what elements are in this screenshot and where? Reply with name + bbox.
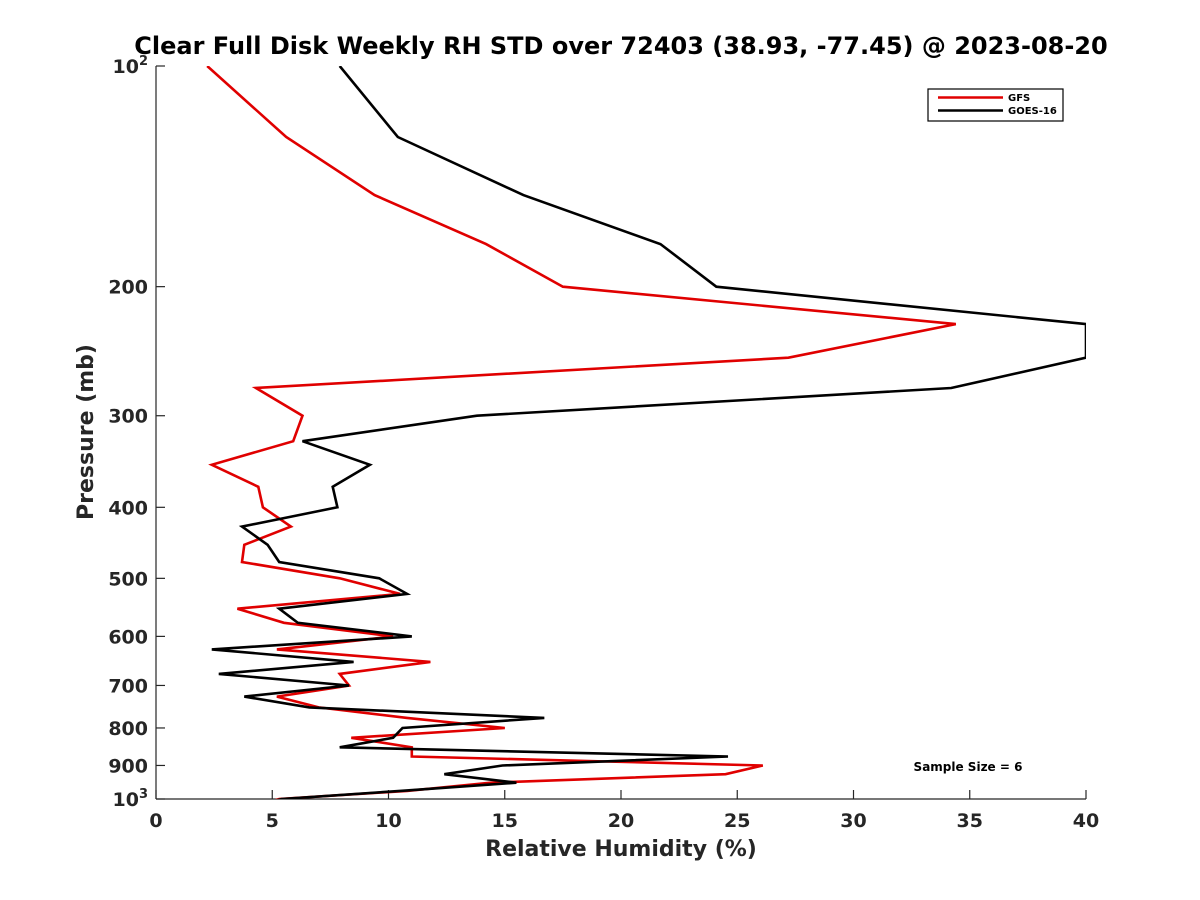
x-tick-label: 15	[492, 810, 518, 832]
x-tick-label: 35	[957, 810, 983, 832]
plot-area	[155, 66, 1086, 800]
chart-title: Clear Full Disk Weekly RH STD over 72403…	[134, 32, 1107, 60]
y-tick-base: 10	[113, 56, 139, 78]
series-layer	[206, 66, 1086, 799]
y-tick-label: 103	[113, 787, 149, 811]
legend-label-gfs: GFS	[1008, 93, 1030, 104]
x-tick-label: 25	[724, 810, 750, 832]
x-tick-label: 40	[1073, 810, 1099, 832]
series-line-goes16	[211, 66, 1086, 799]
y-tick-exponent: 3	[139, 787, 148, 802]
y-tick-base: 10	[113, 789, 139, 811]
plot-background	[156, 66, 1086, 799]
x-tick-label: 0	[149, 810, 162, 832]
y-tick-label: 300	[108, 406, 148, 428]
legend: GFS GOES-16	[927, 88, 1064, 122]
x-tick-label: 5	[266, 810, 279, 832]
x-tick-label: 20	[608, 810, 634, 832]
y-tick-label: 200	[108, 277, 148, 299]
x-axis-label: Relative Humidity (%)	[485, 837, 757, 862]
y-tick-label: 500	[108, 568, 148, 590]
y-tick-label: 800	[108, 718, 148, 740]
y-tick-label: 600	[108, 626, 148, 648]
y-tick-label: 102	[113, 54, 149, 78]
y-tick-exponent: 2	[139, 54, 148, 69]
legend-label-goes16: GOES-16	[1008, 106, 1057, 117]
legend-box	[927, 88, 1064, 122]
y-tick-label: 700	[108, 675, 148, 697]
sample-size-annotation: Sample Size = 6	[914, 760, 1023, 774]
x-ticks: 0 5 10 15 20 25 30 35 40	[149, 790, 1099, 832]
x-tick-label: 30	[840, 810, 866, 832]
x-tick-label: 10	[375, 810, 401, 832]
y-tick-label: 400	[108, 497, 148, 519]
y-tick-label: 900	[108, 755, 148, 777]
y-axis-label: Pressure (mb)	[74, 344, 99, 520]
